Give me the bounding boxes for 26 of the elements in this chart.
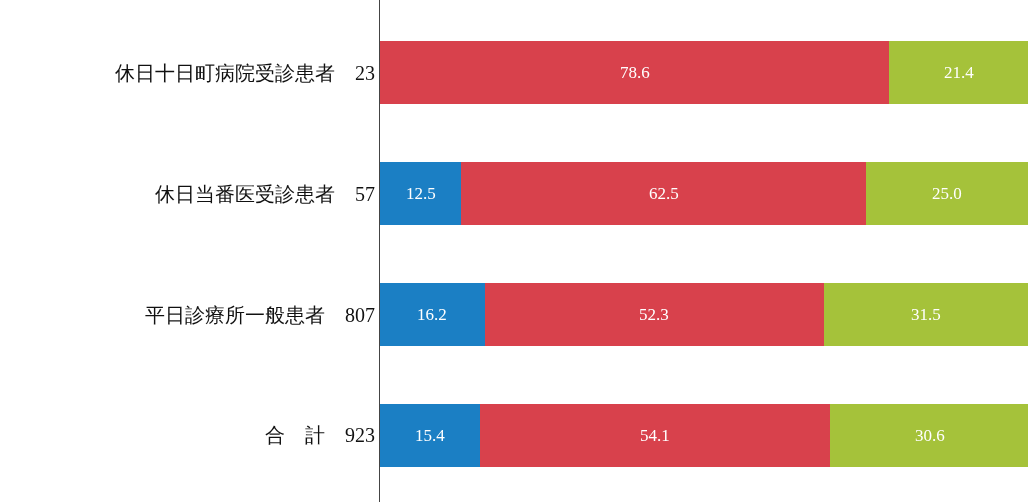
bar (380, 41, 890, 105)
data-label: 30.6 (915, 426, 945, 445)
y-tick-label: 休日当番医受診患者 57 (155, 182, 375, 205)
data-label: 25.0 (932, 184, 962, 203)
bar (380, 283, 485, 346)
data-label: 15.4 (415, 426, 446, 445)
data-label: 12.5 (406, 184, 436, 203)
y-tick-label: 合 計 923 (265, 424, 375, 447)
data-label: 54.1 (640, 426, 670, 445)
data-label: 16.2 (417, 305, 447, 324)
bar (461, 162, 866, 225)
data-label: 62.5 (649, 184, 679, 203)
data-label: 78.6 (620, 63, 650, 82)
data-label: 21.4 (944, 63, 975, 82)
y-tick-label: 平日診療所一般患者 807 (145, 303, 375, 326)
y-tick-label: 休日十日町病院受診患者 23 (115, 61, 375, 84)
data-label: 52.3 (639, 305, 669, 324)
bar (889, 41, 1028, 105)
bar (484, 283, 824, 346)
bar (823, 283, 1028, 346)
bar (830, 404, 1028, 467)
bar (380, 162, 461, 225)
bar (380, 404, 480, 467)
bar (479, 404, 831, 467)
bar (866, 162, 1028, 225)
data-label: 31.5 (911, 305, 941, 324)
